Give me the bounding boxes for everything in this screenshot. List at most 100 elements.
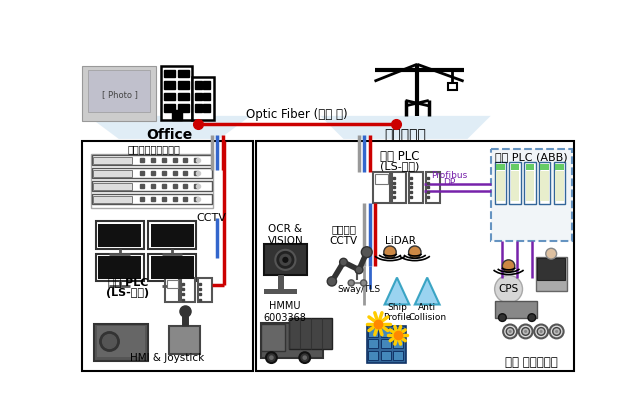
Bar: [161, 66, 193, 120]
Bar: [164, 81, 175, 89]
Text: Office: Office: [146, 128, 192, 142]
Bar: [195, 81, 202, 89]
Text: 원격운전
CCTV: 원격운전 CCTV: [330, 224, 358, 246]
Circle shape: [522, 328, 529, 335]
Bar: [495, 301, 537, 318]
Circle shape: [503, 325, 517, 339]
Bar: [172, 110, 182, 120]
Bar: [204, 81, 210, 89]
Bar: [491, 149, 572, 242]
Bar: [95, 254, 143, 281]
Circle shape: [327, 277, 337, 286]
Bar: [179, 70, 189, 77]
Text: 기존 PLC (ABB): 기존 PLC (ABB): [495, 152, 568, 162]
Text: LiDAR: LiDAR: [385, 236, 415, 247]
Bar: [180, 278, 195, 302]
Bar: [509, 162, 521, 205]
Bar: [261, 324, 285, 351]
Text: DP: DP: [443, 178, 455, 187]
Bar: [164, 104, 175, 112]
Text: 안벽크레인: 안벽크레인: [385, 128, 426, 142]
Circle shape: [282, 257, 289, 263]
Bar: [94, 324, 148, 361]
Circle shape: [499, 314, 506, 321]
Bar: [368, 328, 378, 337]
Text: [ Photo ]: [ Photo ]: [102, 90, 138, 99]
Bar: [381, 339, 391, 349]
Bar: [264, 244, 307, 275]
Bar: [539, 162, 550, 205]
Circle shape: [384, 246, 396, 258]
Circle shape: [546, 248, 557, 259]
Bar: [373, 172, 390, 203]
Bar: [204, 93, 210, 100]
Circle shape: [528, 314, 536, 321]
Circle shape: [303, 355, 307, 360]
Text: 국산 PLC: 국산 PLC: [380, 150, 420, 163]
Bar: [393, 351, 403, 360]
Circle shape: [555, 330, 558, 333]
Bar: [540, 171, 549, 200]
Bar: [195, 93, 202, 100]
Bar: [164, 93, 175, 100]
Text: Ship
Profile: Ship Profile: [383, 302, 411, 322]
Bar: [374, 174, 388, 184]
Bar: [150, 223, 194, 247]
Bar: [289, 318, 332, 349]
Bar: [368, 351, 378, 360]
Bar: [92, 194, 212, 205]
Bar: [98, 223, 141, 247]
Bar: [179, 104, 189, 112]
Bar: [93, 170, 132, 177]
Circle shape: [279, 254, 292, 266]
Circle shape: [509, 330, 511, 333]
Bar: [179, 81, 189, 89]
Bar: [148, 221, 196, 249]
Bar: [511, 163, 520, 170]
Bar: [540, 163, 549, 170]
Circle shape: [506, 328, 514, 335]
Bar: [264, 289, 297, 294]
Circle shape: [300, 352, 310, 363]
Circle shape: [266, 352, 277, 363]
Bar: [92, 155, 212, 165]
Bar: [198, 278, 212, 302]
Text: 원격관제운영시스템: 원격관제운영시스템: [127, 144, 180, 154]
Bar: [165, 278, 179, 302]
Circle shape: [340, 258, 348, 266]
Text: 기존 크레인설비: 기존 크레인설비: [505, 356, 557, 369]
Bar: [367, 326, 406, 363]
Bar: [167, 280, 178, 288]
Bar: [381, 328, 391, 337]
Bar: [278, 275, 284, 291]
Bar: [260, 323, 323, 358]
Bar: [204, 104, 210, 112]
Bar: [91, 155, 212, 208]
Bar: [495, 162, 506, 205]
Circle shape: [355, 266, 363, 274]
Bar: [98, 256, 141, 279]
Bar: [88, 70, 150, 112]
Bar: [193, 77, 214, 120]
Text: OCR &
VISION: OCR & VISION: [268, 224, 303, 246]
Bar: [83, 141, 253, 371]
Bar: [92, 181, 212, 191]
Bar: [83, 66, 156, 121]
Bar: [93, 183, 132, 190]
Bar: [381, 351, 391, 360]
Text: Profibus: Profibus: [431, 171, 467, 181]
Circle shape: [518, 325, 532, 339]
Bar: [92, 168, 212, 178]
Polygon shape: [88, 116, 250, 139]
Circle shape: [540, 330, 543, 333]
Circle shape: [269, 355, 274, 360]
Bar: [93, 196, 132, 203]
Bar: [256, 141, 573, 371]
Bar: [164, 70, 175, 77]
Circle shape: [495, 275, 522, 303]
Polygon shape: [320, 116, 491, 139]
Circle shape: [362, 247, 372, 257]
Circle shape: [553, 328, 561, 335]
Text: (LS-산전): (LS-산전): [380, 161, 420, 171]
Circle shape: [408, 246, 421, 258]
